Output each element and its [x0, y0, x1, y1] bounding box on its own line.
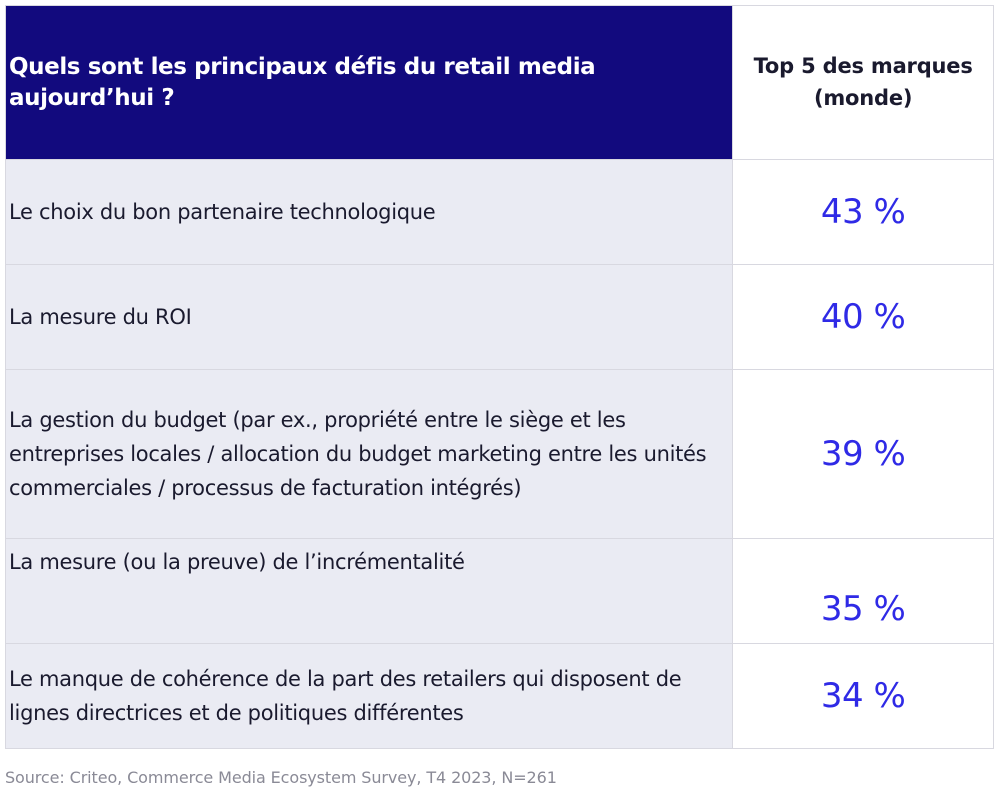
row-label-cell: Le choix du bon partenaire technologique: [4, 159, 734, 265]
table-row: La mesure (ou la preuve) de l’incrémenta…: [4, 538, 994, 644]
row-value-cell: 34 %: [732, 643, 994, 749]
row-label: Le choix du bon partenaire technologique: [9, 200, 436, 224]
row-value: 40 %: [820, 297, 906, 337]
row-label-cell: La mesure (ou la preuve) de l’incrémenta…: [4, 538, 734, 644]
row-label: La mesure du ROI: [9, 305, 192, 329]
table-row: Le choix du bon partenaire technologique…: [4, 159, 994, 265]
row-value-cell: 43 %: [732, 159, 994, 265]
row-value-cell: 40 %: [732, 264, 994, 370]
row-value: 43 %: [820, 192, 906, 232]
row-label: La mesure (ou la preuve) de l’incrémenta…: [9, 550, 465, 574]
column-header-line-1: Top 5 des marques: [753, 54, 973, 78]
source-note: Source: Criteo, Commerce Media Ecosystem…: [5, 768, 557, 787]
survey-table: Quels sont les principaux défis du retai…: [4, 5, 994, 749]
row-label: Le manque de cohérence de la part des re…: [9, 667, 682, 725]
row-label-cell: Le manque de cohérence de la part des re…: [4, 643, 734, 749]
column-header: Top 5 des marques (monde): [732, 5, 994, 160]
row-value: 34 %: [820, 676, 906, 716]
row-value: 35 %: [820, 589, 906, 629]
question-header: Quels sont les principaux défis du retai…: [4, 5, 734, 160]
column-header-line-2: (monde): [813, 86, 913, 110]
row-label-cell: La mesure du ROI: [4, 264, 734, 370]
table-row: La mesure du ROI 40 %: [4, 264, 994, 370]
row-value-cell: 39 %: [732, 369, 994, 539]
table-row: La gestion du budget (par ex., propriété…: [4, 369, 994, 539]
row-value: 39 %: [820, 434, 906, 474]
table-header-row: Quels sont les principaux défis du retai…: [4, 5, 994, 160]
table-row: Le manque de cohérence de la part des re…: [4, 643, 994, 749]
question-header-text: Quels sont les principaux défis du retai…: [9, 53, 596, 111]
row-value-cell: 35 %: [732, 538, 994, 644]
column-header-text: Top 5 des marques (monde): [733, 6, 993, 114]
row-label: La gestion du budget (par ex., propriété…: [9, 408, 707, 500]
row-label-cell: La gestion du budget (par ex., propriété…: [4, 369, 734, 539]
